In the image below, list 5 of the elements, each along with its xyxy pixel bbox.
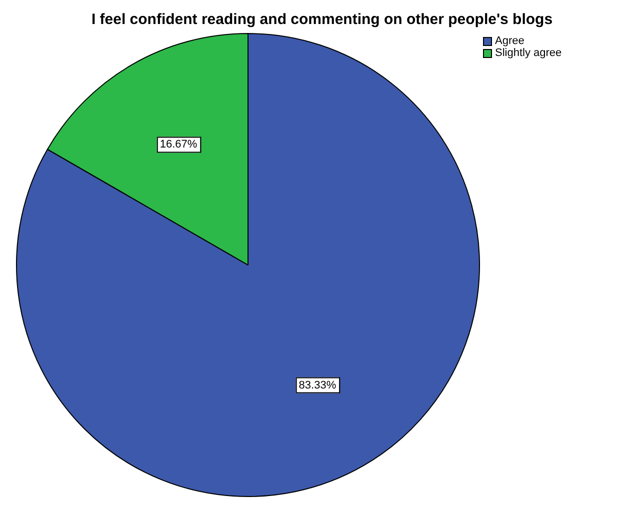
legend-label: Agree bbox=[495, 35, 524, 48]
legend-label: Slightly agree bbox=[495, 47, 562, 60]
data-label: 16.67% bbox=[160, 138, 198, 151]
data-label: 83.33% bbox=[298, 379, 336, 392]
chart-title: I feel confident reading and commenting on other people's blogs bbox=[91, 11, 553, 28]
